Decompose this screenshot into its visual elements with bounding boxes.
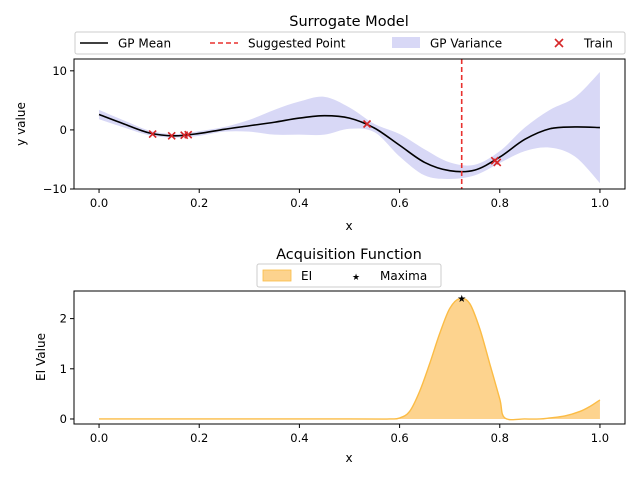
surrogate-x-tick-label: 0.6 bbox=[390, 196, 408, 210]
surrogate-y-tick-label: 0 bbox=[60, 123, 67, 137]
train-point bbox=[148, 129, 157, 139]
surrogate-x-tick-label: 0.4 bbox=[290, 196, 308, 210]
train-point-stroke bbox=[148, 129, 157, 139]
ei-area bbox=[99, 298, 600, 420]
acquisition-function-panel: Acquisition Function ★ 0.0 0.2 0.4 0.6 0.8 1.… bbox=[34, 247, 626, 465]
acquisition-x-label: x bbox=[345, 451, 352, 465]
acquisition-x-tick-label: 0.8 bbox=[491, 431, 509, 445]
legend-maxima-label: Maxima bbox=[380, 269, 427, 283]
legend-gp-variance-label: GP Variance bbox=[430, 37, 502, 51]
legend-ei-label: EI bbox=[301, 269, 312, 283]
train-point-stroke bbox=[362, 119, 372, 129]
legend-gp-variance-swatch bbox=[392, 37, 420, 48]
surrogate-plot-area bbox=[98, 59, 600, 189]
ei-line bbox=[99, 297, 601, 421]
surrogate-y-ticks: 10 0 −10 bbox=[43, 64, 74, 196]
surrogate-y-tick-label: 10 bbox=[52, 64, 67, 78]
acquisition-y-tick-label: 1 bbox=[60, 362, 67, 376]
maxima-point: ★ bbox=[457, 294, 466, 305]
legend-ei-swatch bbox=[262, 269, 292, 282]
legend-maxima-swatch: ★ bbox=[352, 273, 360, 283]
acquisition-x-tick-label: 1.0 bbox=[591, 431, 609, 445]
surrogate-legend-box bbox=[74, 31, 626, 55]
surrogate-y-tick-label: −10 bbox=[43, 182, 67, 196]
train-point-stroke bbox=[493, 158, 502, 167]
acquisition-title: Acquisition Function bbox=[276, 247, 422, 263]
surrogate-y-label: y value bbox=[14, 102, 28, 146]
acquisition-x-tick-label: 0.4 bbox=[290, 431, 308, 445]
surrogate-model-panel: Surrogate Model 0.0 0.2 0.4 0.6 0.8 1.0 10 0 −1… bbox=[14, 14, 626, 233]
train-point bbox=[184, 130, 193, 139]
legend-train-swatch bbox=[554, 38, 564, 48]
surrogate-x-label: x bbox=[345, 219, 352, 233]
acquisition-x-tick-label: 0.2 bbox=[190, 431, 208, 445]
surrogate-axes-frame bbox=[73, 58, 626, 190]
acquisition-plot-area: ★ bbox=[99, 294, 601, 421]
gp-mean-line bbox=[98, 113, 600, 173]
acquisition-legend: EI ★ Maxima bbox=[256, 263, 442, 288]
acquisition-x-tick-label: 0.6 bbox=[390, 431, 408, 445]
acquisition-y-label: EI Value bbox=[34, 333, 48, 381]
surrogate-x-tick-label: 0.2 bbox=[190, 196, 208, 210]
surrogate-x-tick-label: 0.8 bbox=[491, 196, 509, 210]
surrogate-x-ticks: 0.0 0.2 0.4 0.6 0.8 1.0 bbox=[90, 189, 609, 210]
acquisition-y-ticks: 2 1 0 bbox=[60, 312, 74, 426]
train-point-stroke bbox=[167, 131, 176, 140]
train-point bbox=[167, 131, 176, 140]
train-point bbox=[493, 158, 502, 167]
legend-train-label: Train bbox=[583, 37, 613, 51]
surrogate-title: Surrogate Model bbox=[289, 14, 408, 30]
train-point bbox=[362, 119, 372, 129]
surrogate-x-tick-label: 0.0 bbox=[90, 196, 108, 210]
acquisition-y-tick-label: 2 bbox=[60, 312, 67, 326]
gp-variance-band bbox=[99, 72, 600, 184]
acquisition-axes-frame bbox=[73, 290, 626, 425]
acquisition-y-tick-label: 0 bbox=[60, 412, 67, 426]
acquisition-x-ticks: 0.0 0.2 0.4 0.6 0.8 1.0 bbox=[90, 424, 609, 445]
legend-gp-mean-label: GP Mean bbox=[118, 37, 171, 51]
acquisition-x-tick-label: 0.0 bbox=[90, 431, 108, 445]
legend-suggested-point-label: Suggested Point bbox=[248, 37, 346, 51]
surrogate-legend: GP Mean Suggested Point GP Variance Trai… bbox=[74, 31, 626, 55]
surrogate-x-tick-label: 1.0 bbox=[591, 196, 609, 210]
train-point-stroke bbox=[184, 130, 193, 139]
acquisition-legend-box bbox=[256, 263, 442, 288]
